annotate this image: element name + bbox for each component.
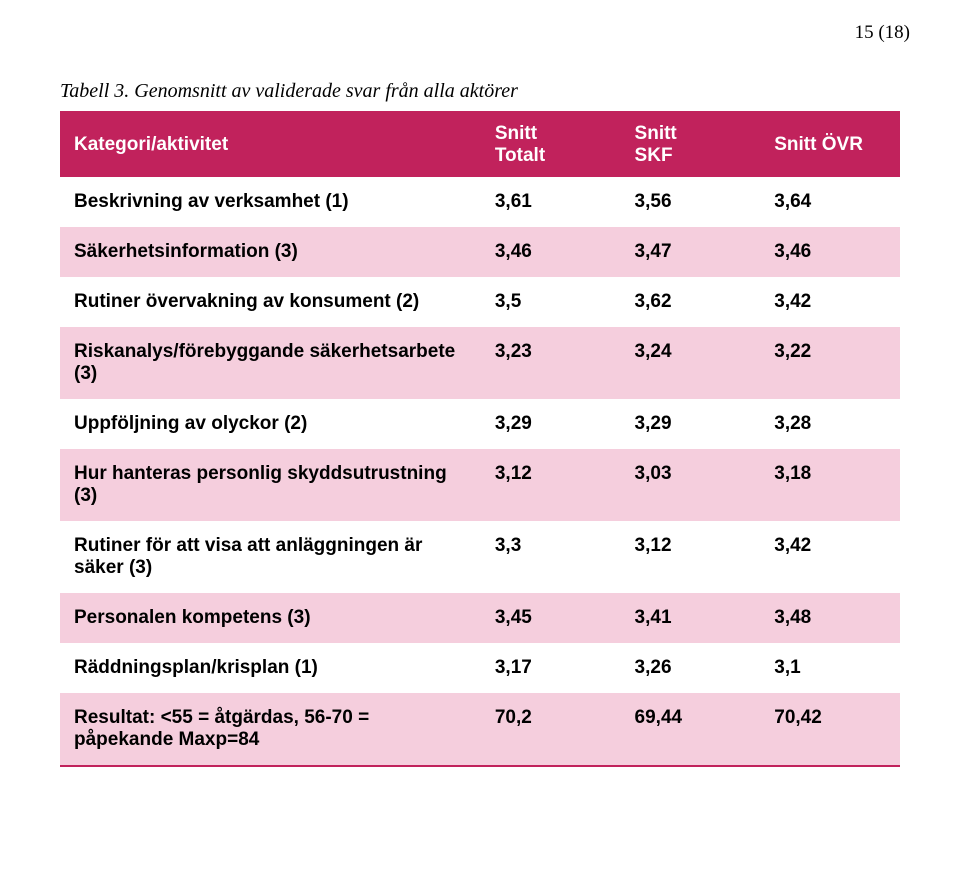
cell-value: 3,47 — [621, 227, 761, 277]
cell-value: 3,64 — [760, 177, 900, 227]
cell-value: 3,28 — [760, 399, 900, 449]
cell-value: 3,29 — [481, 399, 621, 449]
cell-label: Rutiner för att visa att anläggningen är… — [60, 521, 481, 593]
table-row: Säkerhetsinformation (3) 3,46 3,47 3,46 — [60, 227, 900, 277]
cell-value: 3,12 — [621, 521, 761, 593]
cell-label: Beskrivning av verksamhet (1) — [60, 177, 481, 227]
cell-label: Rutiner övervakning av konsument (2) — [60, 277, 481, 327]
header-snitt-totalt: SnittTotalt — [481, 112, 621, 177]
page-container: 15 (18) Tabell 3. Genomsnitt av validera… — [0, 0, 960, 879]
cell-value: 69,44 — [621, 693, 761, 766]
cell-value: 3,22 — [760, 327, 900, 399]
cell-label: Riskanalys/förebyggande säkerhetsarbete … — [60, 327, 481, 399]
cell-value: 3,41 — [621, 593, 761, 643]
cell-value: 3,17 — [481, 643, 621, 693]
table-row: Rutiner övervakning av konsument (2) 3,5… — [60, 277, 900, 327]
cell-value: 3,46 — [481, 227, 621, 277]
cell-value: 3,42 — [760, 277, 900, 327]
cell-value: 3,29 — [621, 399, 761, 449]
cell-label: Uppföljning av olyckor (2) — [60, 399, 481, 449]
cell-label: Säkerhetsinformation (3) — [60, 227, 481, 277]
cell-value: 3,23 — [481, 327, 621, 399]
cell-value: 70,2 — [481, 693, 621, 766]
table-caption: Tabell 3. Genomsnitt av validerade svar … — [60, 80, 900, 103]
header-category: Kategori/aktivitet — [60, 112, 481, 177]
cell-label: Personalen kompetens (3) — [60, 593, 481, 643]
page-number: 15 (18) — [855, 22, 910, 44]
cell-value: 3,12 — [481, 449, 621, 521]
results-table: Kategori/aktivitet SnittTotalt SnittSKF … — [60, 111, 900, 767]
table-body: Beskrivning av verksamhet (1) 3,61 3,56 … — [60, 177, 900, 766]
cell-value: 3,46 — [760, 227, 900, 277]
cell-value: 3,18 — [760, 449, 900, 521]
cell-value: 3,5 — [481, 277, 621, 327]
cell-label: Hur hanteras personlig skyddsutrustning … — [60, 449, 481, 521]
table-row: Rutiner för att visa att anläggningen är… — [60, 521, 900, 593]
table-row: Personalen kompetens (3) 3,45 3,41 3,48 — [60, 593, 900, 643]
cell-value: 70,42 — [760, 693, 900, 766]
table-header: Kategori/aktivitet SnittTotalt SnittSKF … — [60, 112, 900, 177]
cell-label: Räddningsplan/krisplan (1) — [60, 643, 481, 693]
cell-value: 3,3 — [481, 521, 621, 593]
table-row: Räddningsplan/krisplan (1) 3,17 3,26 3,1 — [60, 643, 900, 693]
cell-value: 3,42 — [760, 521, 900, 593]
cell-value: 3,26 — [621, 643, 761, 693]
cell-value: 3,56 — [621, 177, 761, 227]
cell-value: 3,48 — [760, 593, 900, 643]
cell-value: 3,1 — [760, 643, 900, 693]
header-row: Kategori/aktivitet SnittTotalt SnittSKF … — [60, 112, 900, 177]
cell-value: 3,24 — [621, 327, 761, 399]
cell-value: 3,61 — [481, 177, 621, 227]
cell-value: 3,03 — [621, 449, 761, 521]
cell-label: Resultat: <55 = åtgärdas, 56-70 = påpeka… — [60, 693, 481, 766]
table-row: Hur hanteras personlig skyddsutrustning … — [60, 449, 900, 521]
table-row: Resultat: <55 = åtgärdas, 56-70 = påpeka… — [60, 693, 900, 766]
cell-value: 3,62 — [621, 277, 761, 327]
header-snitt-skf: SnittSKF — [621, 112, 761, 177]
table-row: Uppföljning av olyckor (2) 3,29 3,29 3,2… — [60, 399, 900, 449]
table-row: Beskrivning av verksamhet (1) 3,61 3,56 … — [60, 177, 900, 227]
header-snitt-ovr: Snitt ÖVR — [760, 112, 900, 177]
cell-value: 3,45 — [481, 593, 621, 643]
table-row: Riskanalys/förebyggande säkerhetsarbete … — [60, 327, 900, 399]
